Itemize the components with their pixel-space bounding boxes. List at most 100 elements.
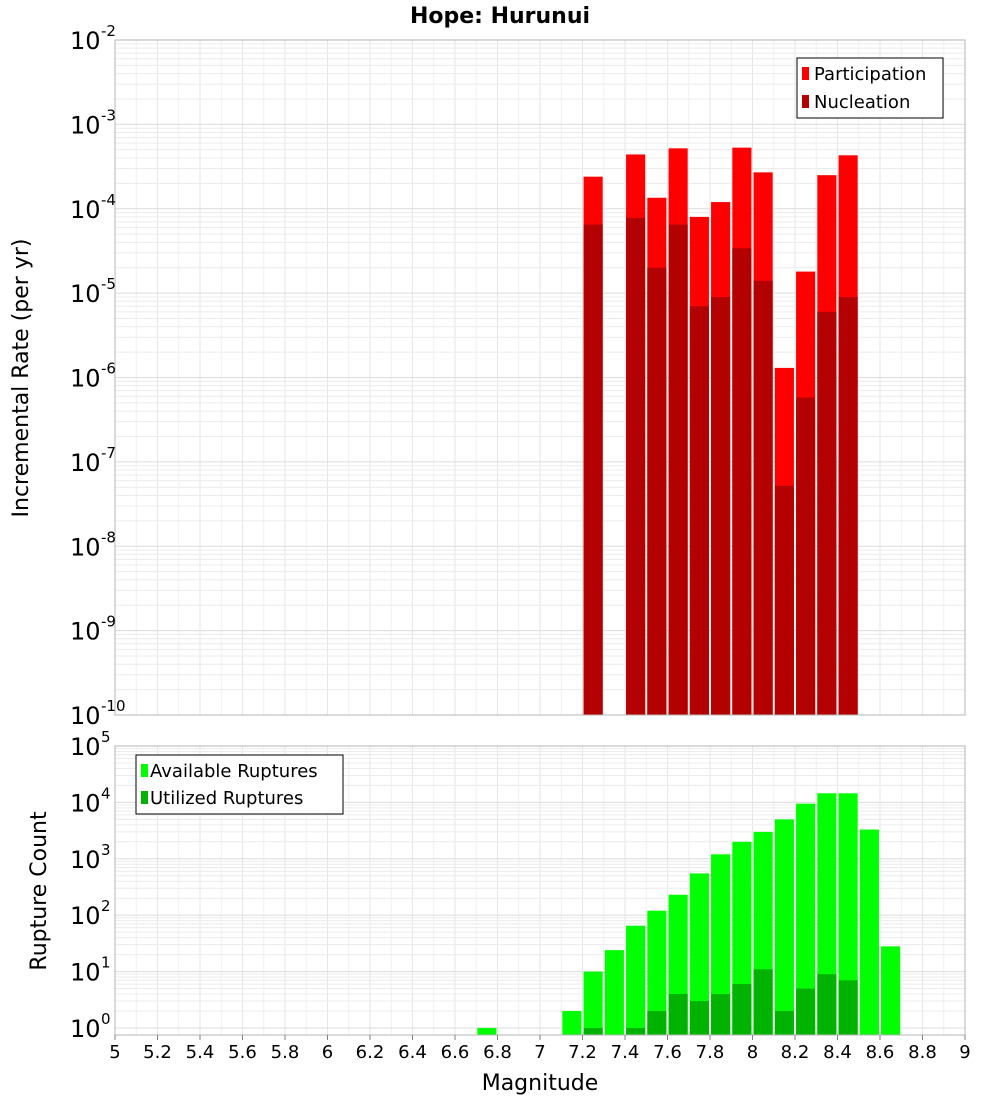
y-tick-exponent: -2 bbox=[101, 22, 116, 40]
y-tick-exponent: -3 bbox=[101, 106, 116, 124]
utilized-bar bbox=[668, 994, 688, 1035]
available-bar bbox=[477, 1027, 497, 1035]
utilized-bar bbox=[647, 1010, 667, 1035]
y-tick-exponent: 5 bbox=[101, 728, 111, 746]
available-bar bbox=[774, 819, 794, 1035]
y-tick-label: 10 bbox=[70, 902, 101, 930]
nucleation-bar bbox=[774, 485, 794, 715]
available-bar bbox=[626, 925, 646, 1035]
nucleation-bar bbox=[838, 296, 858, 715]
x-tick-label: 6.8 bbox=[483, 1042, 512, 1063]
y-tick-exponent: -6 bbox=[101, 360, 116, 378]
available-bar bbox=[604, 950, 624, 1035]
y-tick-exponent: 2 bbox=[101, 897, 111, 915]
x-tick-label: 8.6 bbox=[866, 1042, 895, 1063]
nucleation-bar bbox=[732, 248, 752, 715]
available-bar bbox=[689, 873, 709, 1035]
utilized-bar bbox=[774, 1010, 794, 1035]
count-bars bbox=[477, 793, 901, 1035]
legend-label-participation: Participation bbox=[814, 64, 926, 85]
x-tick-label: 7.4 bbox=[611, 1042, 640, 1063]
y-tick-label: 10 bbox=[70, 618, 101, 646]
x-tick-label: 6.6 bbox=[441, 1042, 470, 1063]
utilized-bar bbox=[753, 969, 773, 1035]
utilized-bar bbox=[838, 980, 858, 1035]
y-tick-label: 10 bbox=[70, 365, 101, 393]
nucleation-bar bbox=[817, 311, 837, 715]
available-bar bbox=[881, 946, 901, 1035]
y-tick-exponent: 4 bbox=[101, 784, 111, 802]
x-tick-label: 5.2 bbox=[143, 1042, 172, 1063]
utilized-bar bbox=[732, 984, 752, 1035]
y-tick-exponent: -7 bbox=[101, 444, 116, 462]
x-tick-label: 7.8 bbox=[696, 1042, 725, 1063]
x-tick-label: 6 bbox=[322, 1042, 333, 1063]
rate-legend: Participation Nucleation bbox=[796, 57, 944, 119]
x-tick-label: 8.8 bbox=[908, 1042, 937, 1063]
available-bar bbox=[711, 854, 731, 1035]
x-tick-label: 9 bbox=[959, 1042, 970, 1063]
nucleation-bar bbox=[626, 217, 646, 715]
x-tick-label: 8.4 bbox=[823, 1042, 852, 1063]
y-tick-label: 10 bbox=[70, 959, 101, 987]
y-tick-label: 10 bbox=[70, 1015, 101, 1043]
x-tick-label: 5 bbox=[109, 1042, 120, 1063]
utilized-bar bbox=[711, 994, 731, 1035]
y-tick-label: 10 bbox=[70, 449, 101, 477]
y-tick-exponent: -4 bbox=[101, 191, 116, 209]
y-tick-label: 10 bbox=[70, 533, 101, 561]
legend-label-available: Available Ruptures bbox=[150, 761, 318, 782]
nucleation-bar bbox=[689, 306, 709, 715]
x-axis-label: Magnitude bbox=[482, 1071, 599, 1096]
y-tick-label: 10 bbox=[70, 702, 101, 730]
y-tick-label: 10 bbox=[70, 196, 101, 224]
y-tick-exponent: -9 bbox=[101, 613, 116, 631]
rate-plot-border bbox=[114, 39, 966, 716]
available-bar bbox=[583, 971, 603, 1035]
available-bar bbox=[838, 793, 858, 1035]
y-tick-exponent: 1 bbox=[101, 954, 111, 972]
legend-swatch-nucleation bbox=[802, 95, 809, 108]
x-tick-label: 7 bbox=[534, 1042, 545, 1063]
y-tick-exponent: 3 bbox=[101, 841, 111, 859]
available-bar bbox=[859, 829, 879, 1035]
count-x-ticks: 5 5.2 5.4 5.6 5.8 6 6.2 6.4 6.6 6.8 7 7.2 7.4 7.6 7.8 8… bbox=[109, 1035, 971, 1063]
y-tick-label: 10 bbox=[70, 27, 101, 55]
available-bar bbox=[647, 910, 667, 1035]
rate-legend-box bbox=[796, 57, 944, 119]
rate-gridlines bbox=[114, 39, 966, 716]
utilized-bar bbox=[796, 988, 816, 1035]
utilized-bar bbox=[626, 1027, 646, 1035]
x-tick-label: 8 bbox=[747, 1042, 758, 1063]
x-tick-label: 8.2 bbox=[781, 1042, 810, 1063]
nucleation-bar bbox=[711, 296, 731, 715]
nucleation-bar bbox=[753, 280, 773, 715]
legend-swatch-participation bbox=[802, 67, 809, 80]
utilized-bar bbox=[817, 974, 837, 1035]
y-tick-label: 10 bbox=[70, 280, 101, 308]
legend-swatch-utilized bbox=[141, 791, 148, 804]
x-tick-label: 6.2 bbox=[356, 1042, 385, 1063]
legend-label-utilized: Utilized Ruptures bbox=[150, 788, 303, 809]
y-tick-exponent: -10 bbox=[101, 697, 126, 715]
y-tick-exponent: 0 bbox=[101, 1010, 111, 1028]
x-tick-label: 7.2 bbox=[568, 1042, 597, 1063]
x-tick-label: 7.6 bbox=[653, 1042, 682, 1063]
y-tick-label: 10 bbox=[70, 789, 101, 817]
y-tick-label: 10 bbox=[70, 733, 101, 761]
available-bar bbox=[796, 803, 816, 1035]
legend-swatch-available bbox=[141, 764, 148, 777]
nucleation-bar bbox=[796, 397, 816, 715]
x-tick-label: 5.8 bbox=[271, 1042, 300, 1063]
y-tick-exponent: -5 bbox=[101, 275, 116, 293]
x-tick-label: 6.4 bbox=[398, 1042, 427, 1063]
nucleation-bar bbox=[647, 267, 667, 715]
rate-bars bbox=[583, 147, 858, 716]
y-tick-label: 10 bbox=[70, 846, 101, 874]
utilized-bar bbox=[583, 1027, 603, 1035]
